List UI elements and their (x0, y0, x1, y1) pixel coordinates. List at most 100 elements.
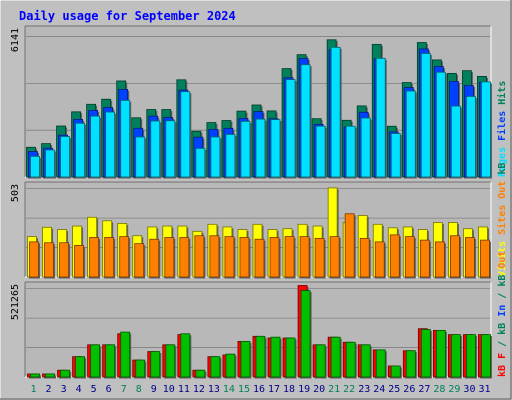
bar-kb-in-day-8 (135, 359, 147, 379)
bar-pages-day-23 (360, 117, 372, 179)
legend-entry: kB (497, 163, 508, 181)
bar-kb-in-day-19 (300, 290, 312, 379)
day-label-17: 17 (268, 384, 280, 395)
bar-kb-in-day-31 (481, 334, 492, 379)
bar-kb-in-day-5-body (90, 344, 101, 378)
bar-pages-day-26-body (405, 90, 416, 178)
bar-sites-day-6 (104, 237, 116, 279)
max-label-middle: 503 (10, 184, 21, 202)
bar-kb-in-day-29-body (451, 334, 461, 378)
bar-pages-day-1-body (30, 156, 40, 178)
bar-pages-day-20 (315, 125, 327, 179)
bar-pages-day-31-body (481, 81, 491, 178)
bar-pages-day-25-body (390, 133, 401, 178)
bar-sites-day-31-body (480, 239, 490, 278)
day-label-27: 27 (418, 384, 430, 395)
bar-kb-in-day-28-body (435, 329, 446, 378)
day-label-12: 12 (193, 384, 205, 395)
bar-sites-day-1-body (29, 241, 39, 278)
bar-pages-day-11-body (180, 91, 191, 178)
bar-kb-in-day-10 (165, 344, 177, 379)
bar-kb-in-day-28 (435, 329, 447, 379)
bar-sites-day-11 (179, 237, 191, 279)
bar-sites-day-23-body (359, 237, 370, 278)
bar-sites-day-22-body (344, 213, 355, 278)
legend-entry: Sites (496, 205, 508, 241)
bar-kb-in-day-9-body (150, 351, 161, 378)
day-label-24: 24 (373, 384, 385, 395)
bar-pages-day-23-body (360, 117, 371, 178)
bar-sites-day-16 (254, 238, 266, 279)
bar-pages-day-6-body (105, 111, 116, 178)
legend-middle: Visits Sites Out kB (496, 163, 508, 277)
day-label-21: 21 (328, 384, 340, 395)
bar-kb-in-day-12 (195, 369, 207, 379)
legend-entry: / (497, 293, 508, 305)
bar-kb-in-day-15 (240, 341, 252, 379)
bar-sites-day-6-body (104, 237, 115, 278)
bar-kb-in-day-16 (255, 335, 267, 379)
bar-sites-day-2 (44, 242, 56, 279)
day-label-14: 14 (223, 384, 235, 395)
bar-sites-day-10 (164, 237, 176, 279)
day-label-25: 25 (388, 384, 400, 395)
bar-pages-day-31 (481, 81, 492, 179)
bar-pages-day-10-body (165, 120, 176, 178)
legend-entry: In (497, 305, 508, 323)
bar-kb-in-day-27 (420, 329, 432, 379)
bar-kb-in-day-1 (30, 373, 41, 379)
bar-kb-in-day-16-body (255, 335, 266, 378)
bar-sites-day-31 (480, 239, 491, 279)
bar-kb-in-day-11 (180, 333, 192, 379)
bar-pages-day-30-body (466, 96, 476, 178)
bar-sites-day-14-body (224, 236, 235, 278)
bar-sites-day-25 (389, 234, 401, 279)
bar-pages-day-18 (285, 79, 297, 179)
bar-pages-day-15 (240, 121, 252, 179)
max-label-bottom: 521265 (10, 284, 21, 320)
bar-pages-day-16 (255, 118, 267, 179)
bar-kb-in-day-21 (330, 336, 342, 379)
bar-sites-day-3-body (59, 242, 69, 278)
bar-sites-day-4 (74, 244, 86, 279)
chart-title: Daily usage for September 2024 (19, 9, 236, 23)
bar-pages-day-1 (30, 156, 41, 179)
bar-pages-day-21-body (330, 46, 341, 178)
bar-pages-day-27 (420, 53, 432, 179)
bar-pages-day-22 (345, 125, 357, 179)
bar-pages-day-27-body (420, 53, 431, 178)
bar-pages-day-12 (195, 148, 207, 179)
bar-kb-in-day-2 (45, 373, 57, 379)
bar-sites-day-9-body (149, 238, 160, 278)
bar-pages-day-10 (165, 120, 177, 179)
bar-sites-day-20-body (314, 237, 325, 278)
bar-sites-day-24-body (374, 241, 385, 278)
bar-pages-day-11 (180, 91, 192, 179)
day-label-30: 30 (463, 384, 475, 395)
bar-kb-in-day-22 (345, 341, 357, 379)
bar-kb-in-day-14 (225, 353, 237, 379)
bar-kb-in-day-26 (405, 350, 417, 379)
bar-sites-day-12-body (194, 235, 205, 278)
bar-kb-in-day-5 (90, 344, 102, 379)
bar-sites-day-30 (465, 237, 476, 279)
legend-bottom: kB F / kB In / kB Out (497, 251, 508, 377)
bar-kb-in-day-23 (360, 344, 372, 379)
panel-middle: 503 Visits Sites Out kB (10, 163, 508, 279)
bar-kb-in-day-23-body (360, 344, 371, 378)
day-label-5: 5 (91, 384, 97, 395)
legend-entry: Pages (497, 147, 508, 177)
bar-pages-day-16-body (255, 118, 266, 178)
bar-sites-day-20 (314, 237, 326, 279)
day-label-13: 13 (208, 384, 220, 395)
bar-pages-day-25 (390, 133, 402, 179)
bar-pages-day-4 (75, 122, 87, 179)
bar-pages-day-5 (90, 115, 102, 179)
day-label-10: 10 (163, 384, 175, 395)
legend-entry: Out (497, 251, 508, 275)
day-label-23: 23 (358, 384, 370, 395)
bar-sites-day-16-body (254, 238, 265, 278)
bar-sites-day-17 (269, 237, 281, 279)
bar-sites-day-2-body (44, 242, 54, 278)
